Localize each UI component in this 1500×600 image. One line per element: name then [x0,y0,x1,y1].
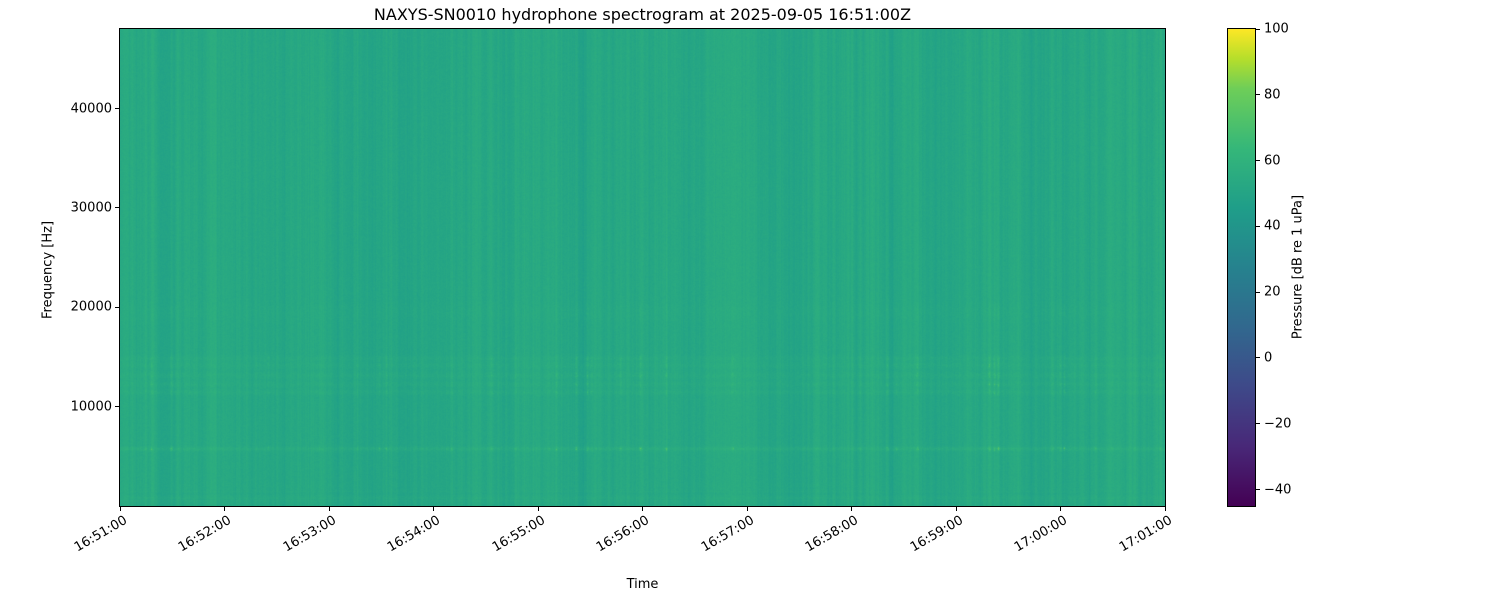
x-tick-mark [955,507,957,511]
x-tick-mark [1164,507,1166,511]
x-tick-mark [746,507,748,511]
x-tick-mark [433,507,434,511]
plot-area [119,28,1166,507]
x-axis-label: Time [626,577,659,592]
x-tick-label: 16:55:00 [489,513,548,556]
y-tick-mark [115,207,119,209]
x-tick-label: 16:52:00 [175,513,234,556]
x-tick-label: 16:56:00 [593,513,652,556]
colorbar-tick-label: 100 [1264,21,1289,37]
y-tick-label: 10000 [70,399,112,415]
x-tick-label: 17:01:00 [1116,513,1175,556]
x-tick-mark [851,507,852,511]
chart-title: NAXYS-SN0010 hydrophone spectrogram at 2… [373,5,912,24]
colorbar-tick-label: 60 [1264,153,1281,169]
y-tick-label: 40000 [70,101,112,116]
x-tick-label: 16:59:00 [907,513,966,556]
colorbar-tick-mark [1256,225,1260,227]
colorbar-tick-mark [1256,423,1260,425]
colorbar-tick-label: −20 [1264,416,1292,432]
colorbar-label: Pressure [dB re 1 uPa] [1290,194,1306,340]
x-tick-mark [642,507,643,511]
colorbar-tick-mark [1256,357,1260,359]
y-tick-label: 20000 [70,299,112,315]
y-tick-mark [115,306,119,308]
colorbar-tick-label: −40 [1264,482,1292,498]
x-tick-label: 17:00:00 [1011,513,1070,556]
y-tick-mark [115,406,119,408]
x-tick-label: 16:51:00 [71,513,130,556]
y-tick-label: 30000 [70,200,112,216]
colorbar-tick-label: 40 [1264,218,1281,234]
colorbar [1227,28,1256,507]
y-axis-label: Frequency [Hz] [40,220,56,320]
colorbar-tick-mark [1256,291,1260,293]
spectrogram-heatmap [120,29,1165,506]
colorbar-tick-mark [1256,489,1260,491]
x-tick-label: 16:53:00 [280,513,339,556]
colorbar-tick-mark [1256,160,1260,162]
colorbar-tick-mark [1256,94,1260,96]
x-tick-mark [224,507,225,511]
x-tick-mark [328,507,330,511]
colorbar-tick-label: 0 [1264,350,1273,366]
x-tick-label: 16:58:00 [802,513,861,556]
x-tick-mark [1060,507,1061,511]
x-tick-label: 16:57:00 [698,513,757,556]
colorbar-tick-label: 20 [1264,284,1281,300]
colorbar-tick-mark [1256,28,1260,30]
colorbar-tick-label: 80 [1264,87,1281,103]
y-tick-mark [115,108,119,109]
x-tick-mark [537,507,539,511]
x-tick-mark [119,507,121,511]
x-tick-label: 16:54:00 [384,513,443,556]
